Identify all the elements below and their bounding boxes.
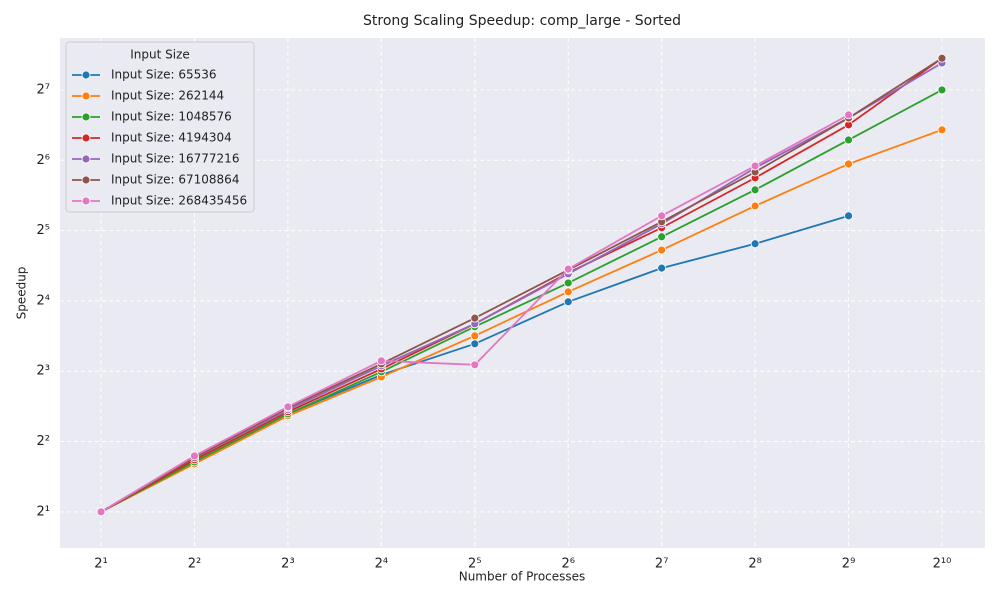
data-point [844,110,853,120]
series-line [100,89,943,513]
legend-marker [81,70,91,80]
data-point [750,161,760,171]
y-axis-label: Speedup [15,267,29,320]
x-tick-label: 2⁴ [375,557,388,572]
data-point [937,125,947,135]
legend-marker [81,154,91,164]
legend-label: Input Size: 4194304 [111,131,232,145]
legend-marker [81,133,91,143]
x-tick-label: 2⁵ [468,557,481,572]
legend-label: Input Size: 268435456 [111,194,247,208]
legend-label: Input Size: 1048576 [111,110,232,124]
y-tick-label: 2¹ [37,504,50,519]
data-point [563,287,573,297]
legend-label: Input Size: 65536 [111,68,217,82]
data-point [470,331,480,341]
x-tick-label: 2⁷ [655,557,668,572]
data-point [844,159,853,169]
data-point [844,135,853,145]
data-point [96,507,106,517]
data-point [657,263,667,273]
data-point [750,185,760,195]
legend-marker [81,196,91,206]
legend-label: Input Size: 262144 [111,89,224,103]
data-point [470,339,480,349]
data-point [937,53,947,63]
y-tick-label: 2⁷ [37,82,50,97]
x-tick-label: 2³ [281,557,294,572]
data-point [657,245,667,255]
data-point [750,201,760,211]
legend-title: Input Size [130,48,190,62]
y-tick-label: 2² [37,434,50,449]
data-point [563,278,573,288]
data-point [657,232,667,242]
data-point [470,360,480,370]
x-tick-label: 2⁸ [748,557,761,572]
x-tick-label: 2¹ [94,557,107,572]
x-tick-label: 2⁶ [561,557,574,572]
chart-title: Strong Scaling Speedup: comp_large - Sor… [363,13,681,29]
legend-label: Input Size: 67108864 [111,173,239,187]
legend-label: Input Size: 16777216 [111,152,239,166]
series-line [100,128,943,513]
x-tick-label: 2² [188,557,201,572]
legend-marker [81,175,91,185]
legend-box [65,41,255,213]
y-tick-label: 2⁴ [37,293,50,308]
data-point [844,211,853,221]
data-point [657,211,667,221]
data-point [470,313,480,323]
data-point [937,85,947,95]
legend-marker [81,112,91,122]
data-point [190,451,199,461]
data-point [283,402,293,412]
y-tick-label: 2⁶ [37,153,50,168]
x-tick-label: 2⁹ [842,557,855,572]
x-tick-label: 2¹⁰ [933,557,952,572]
x-axis-label: Number of Processes [459,570,586,584]
data-point [563,264,573,274]
y-tick-label: 2³ [37,364,50,379]
data-point [376,356,386,366]
data-point [563,297,573,307]
legend-marker [81,91,91,101]
data-point [750,239,760,249]
series-line [100,57,943,513]
y-tick-label: 2⁵ [37,223,50,238]
